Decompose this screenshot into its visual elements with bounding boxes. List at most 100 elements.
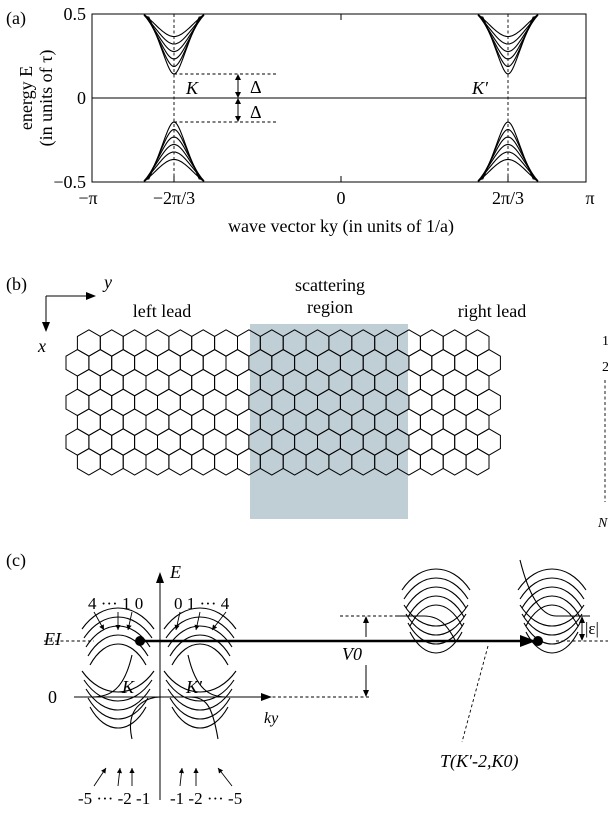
index-arrowhead-5 xyxy=(212,624,218,630)
hex-cell xyxy=(122,368,147,397)
x-tick-pi: π xyxy=(585,188,594,208)
hex-cell xyxy=(179,349,204,377)
Kp-upper-2 xyxy=(167,625,233,648)
hex-cell xyxy=(431,388,456,417)
panel-c-schematic: (c) E ky 0 EI K K′ V0 |ε xyxy=(6,550,608,808)
row-index-2: 2 xyxy=(602,360,608,375)
R2-lower-1 xyxy=(523,622,581,645)
right-lead-label: right lead xyxy=(458,301,526,321)
hex-cell xyxy=(157,428,181,456)
hex-cell xyxy=(168,329,193,357)
hex-cell xyxy=(157,388,181,417)
panel-b-lattice: (b) y x left lead scattering region righ… xyxy=(6,272,608,531)
x-tick-2pi3: 2π/3 xyxy=(492,188,524,208)
x-axis-ticks xyxy=(173,14,509,182)
x-tick-neg-2pi3: −2π/3 xyxy=(153,188,195,208)
valley-Kp-label: K′ xyxy=(471,78,489,98)
R2-lower-3 xyxy=(519,604,585,627)
potential-label: V0 xyxy=(342,644,362,664)
index-arrowhead-0 xyxy=(99,624,104,630)
hex-cell xyxy=(122,408,147,436)
R1-upper-1 xyxy=(407,595,465,618)
band-Kp-c4 xyxy=(477,14,539,45)
index-arrowhead-11 xyxy=(218,768,224,774)
hex-cell xyxy=(145,408,170,436)
band-K-c4 xyxy=(143,14,205,45)
index-arrowhead-6 xyxy=(101,768,106,774)
hex-cell xyxy=(465,368,490,397)
hex-cell xyxy=(202,388,227,417)
hex-cell xyxy=(431,349,456,377)
hex-cell xyxy=(465,448,490,476)
row-index-N: N xyxy=(597,516,608,531)
hex-cell xyxy=(225,428,250,456)
valley-K-label: K xyxy=(185,78,199,98)
R1-lower-3 xyxy=(403,604,469,627)
Kp-upper-0 xyxy=(171,643,229,666)
index-arrowhead-4 xyxy=(194,624,200,630)
K-lower-0 xyxy=(89,706,147,729)
left-lower-indices: -5 ··· -2 -1 xyxy=(78,789,150,808)
Kp-lower-0 xyxy=(171,706,229,729)
R1-upper-2 xyxy=(405,586,467,609)
energy-axis-arrowhead xyxy=(156,572,164,583)
hex-cell xyxy=(99,448,124,476)
hex-cell xyxy=(111,349,136,377)
right-upper-indices: 0 1 ··· 4 xyxy=(174,594,230,613)
hex-cell xyxy=(202,349,227,377)
hex-cell xyxy=(419,448,444,476)
hex-cell xyxy=(225,349,250,377)
R2-edge xyxy=(519,559,590,617)
hex-cell xyxy=(191,329,216,357)
outgoing-state-dot xyxy=(533,636,543,646)
panel-a-band-structure: (a) Δ Δ K K′ 0.5 0 −0.5 xyxy=(6,4,595,237)
Kp-lower-3 xyxy=(165,679,235,702)
epsilon-label: |ε| xyxy=(585,619,599,638)
hex-cell xyxy=(477,349,501,377)
zero-energy-label: 0 xyxy=(48,687,57,707)
axis-y-label: y xyxy=(102,272,112,292)
hex-cell xyxy=(145,329,170,357)
R1-lower-2 xyxy=(405,613,467,636)
Kp-upper-3 xyxy=(165,616,235,639)
gap-label-lower: Δ xyxy=(250,102,262,122)
R1-upper-4 xyxy=(401,568,471,591)
hex-cell xyxy=(179,388,204,417)
hex-cell xyxy=(214,408,238,436)
hex-cell xyxy=(99,368,124,397)
fermi-level-label: EI xyxy=(43,629,62,649)
hex-cell xyxy=(408,388,433,417)
index-arrowhead-3 xyxy=(174,624,180,630)
hex-cell xyxy=(145,448,170,476)
hex-cell xyxy=(442,368,467,397)
index-arrowhead-2 xyxy=(126,624,132,630)
panel-c-label: (c) xyxy=(6,550,26,571)
R1-edge xyxy=(396,615,457,643)
hex-cell xyxy=(454,388,478,417)
valley-Kp-label-c: K′ xyxy=(185,677,203,697)
right-lower-indices: -1 -2 ··· -5 xyxy=(170,789,242,808)
transmission-arrowhead xyxy=(520,635,536,647)
Kp-upper-4 xyxy=(163,607,237,630)
gap-label-upper: Δ xyxy=(250,77,262,97)
hex-cell xyxy=(99,329,124,357)
band-Kp-v3 xyxy=(477,143,539,182)
R2-upper-4 xyxy=(517,568,587,591)
R2-lower-2 xyxy=(521,613,583,636)
hex-cell xyxy=(76,408,101,436)
K-upper-1 xyxy=(87,634,149,657)
hex-cell xyxy=(465,408,490,436)
index-arrowhead-7 xyxy=(116,768,122,774)
hex-cell xyxy=(157,349,181,377)
hex-cell xyxy=(408,428,433,456)
hex-cell xyxy=(419,408,444,436)
gap-arrows xyxy=(235,74,241,122)
hex-cell xyxy=(111,388,136,417)
hex-cell xyxy=(65,349,90,377)
y-axis-ticks xyxy=(92,13,586,183)
K-upper-4 xyxy=(81,607,155,630)
Kp-edge-mode xyxy=(187,654,227,698)
hex-cell xyxy=(65,388,90,417)
axis-x-label: x xyxy=(37,336,46,356)
